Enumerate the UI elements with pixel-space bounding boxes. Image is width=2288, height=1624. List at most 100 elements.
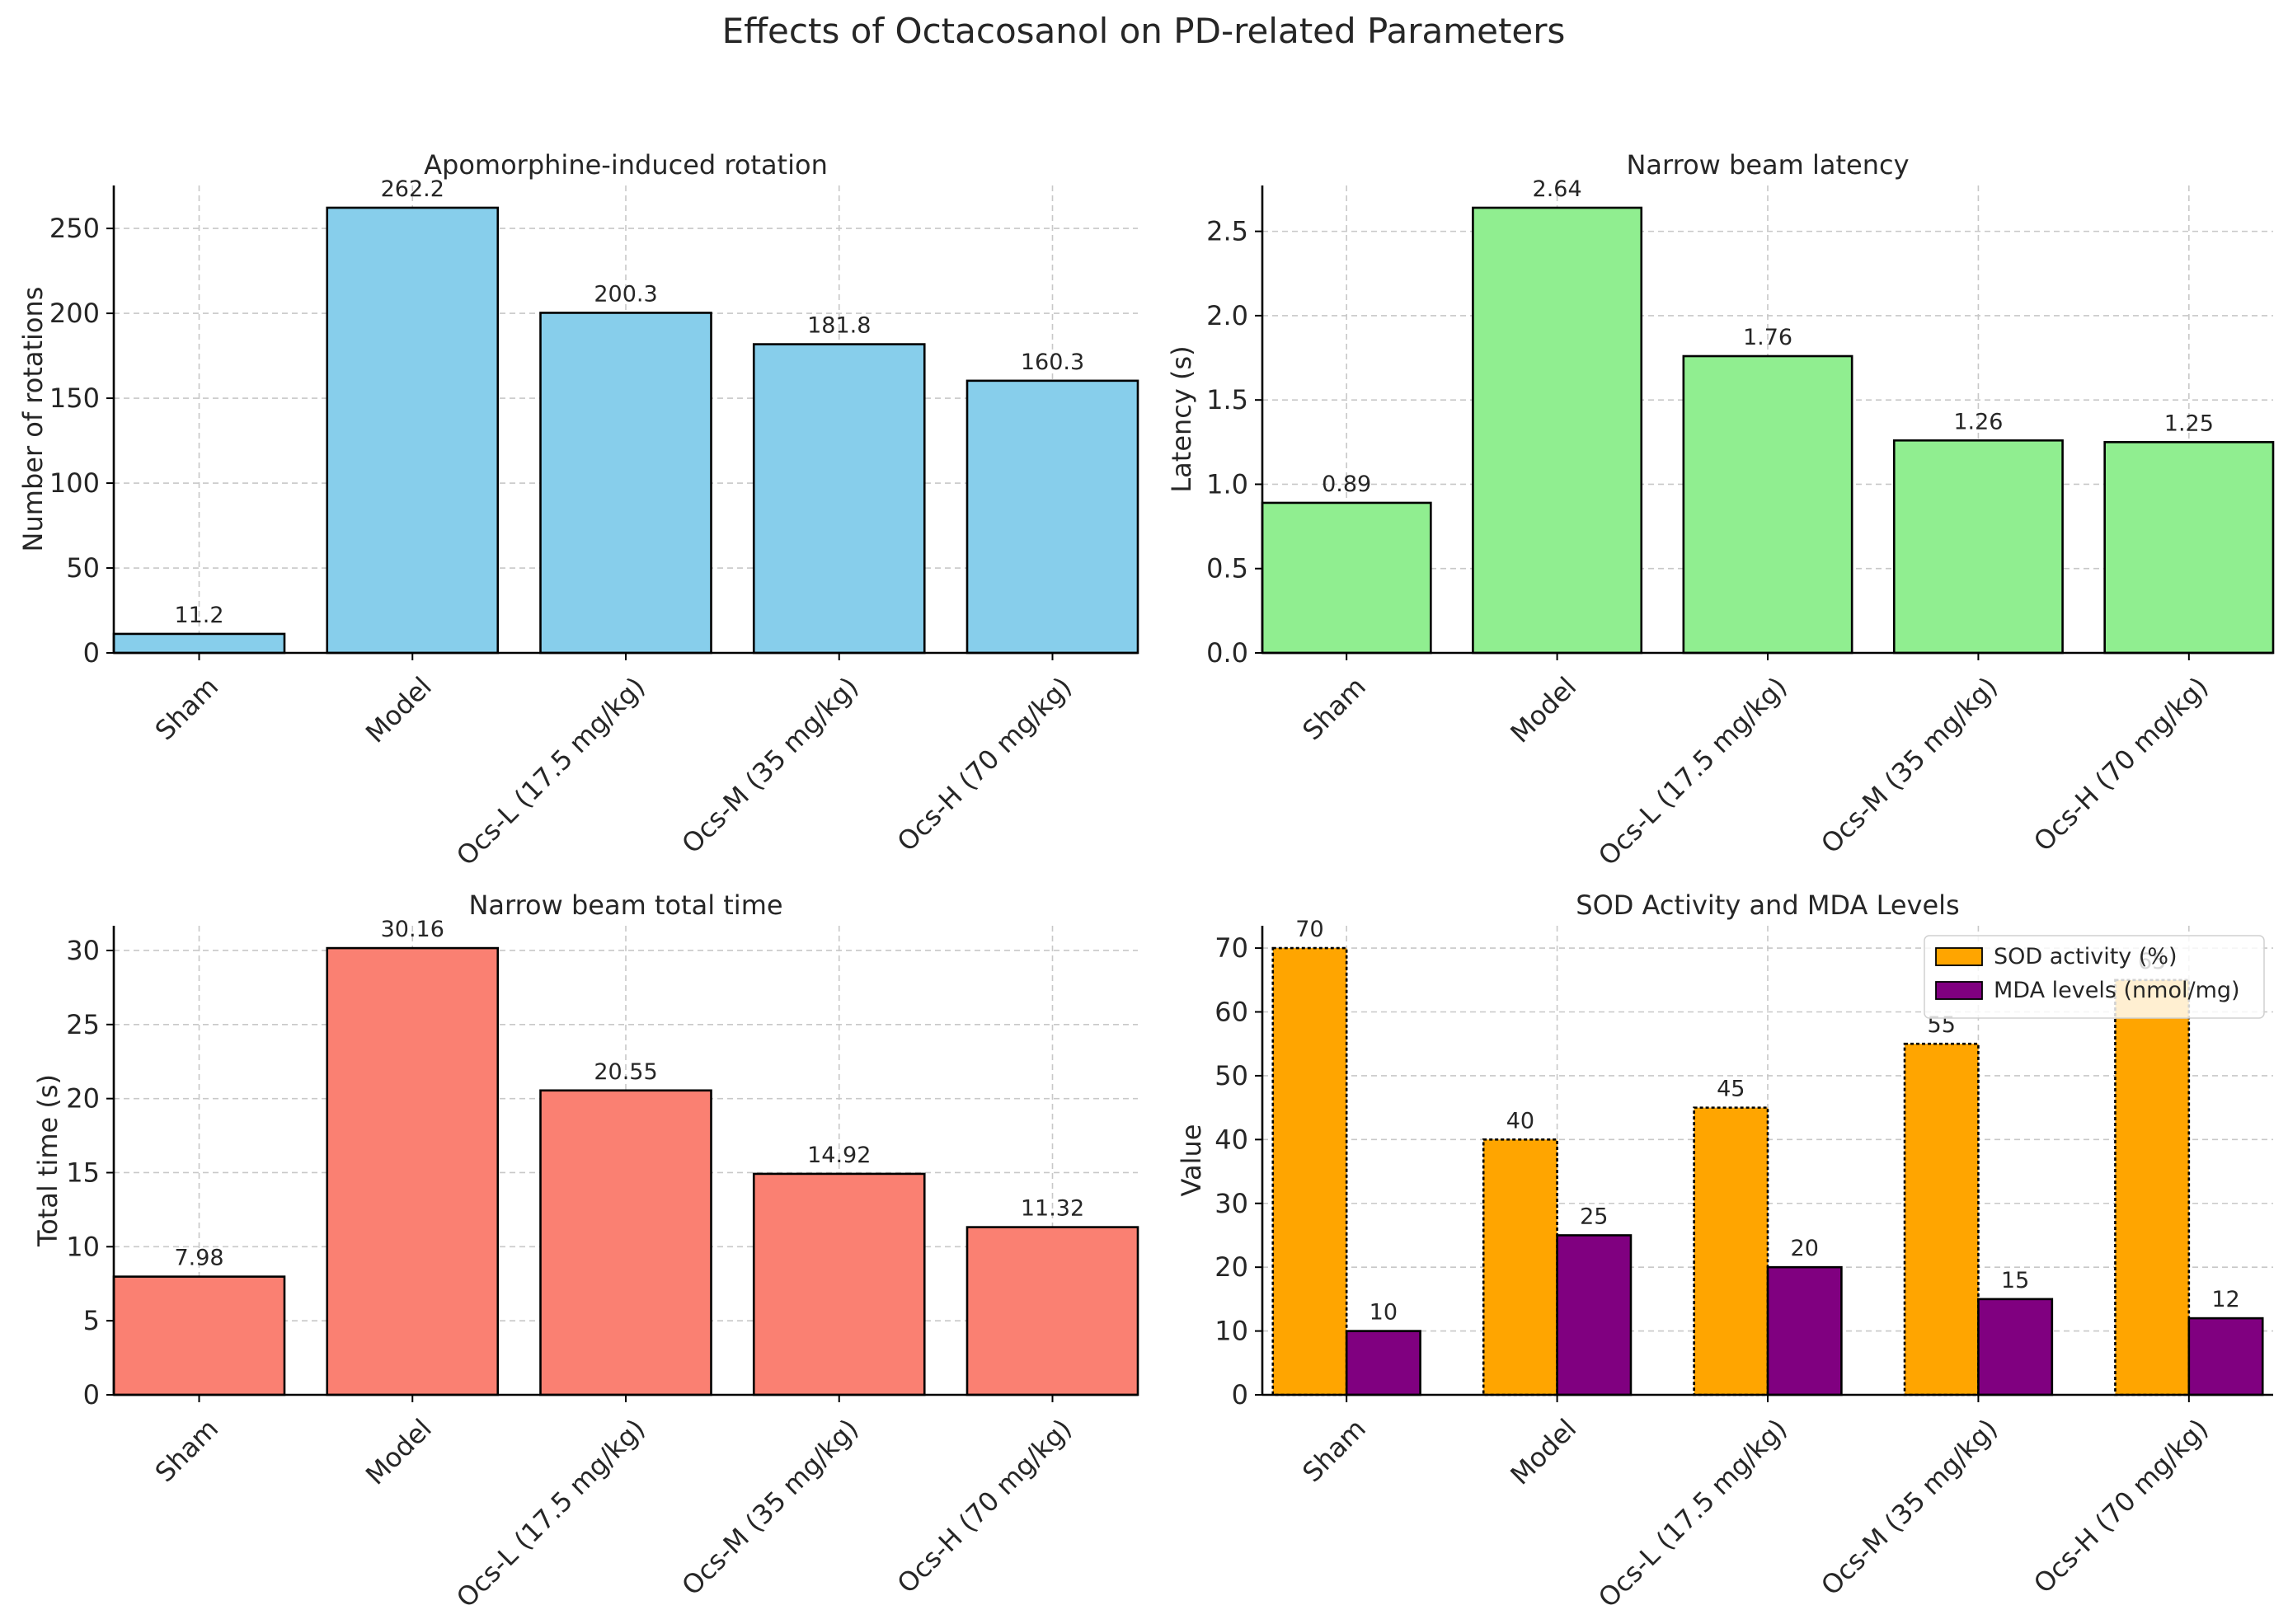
bar-mda-levels-nmol-mg-ocs-l-17-5-mg-kg xyxy=(1766,1265,1843,1396)
bar-rotations-sham xyxy=(112,632,286,655)
y-tick-label: 5 xyxy=(83,1305,100,1336)
legend: SOD activity (%) MDA levels (nmol/mg) xyxy=(1924,935,2265,1019)
x-tick-label: Sham xyxy=(1296,1413,1371,1488)
data-label: 12 xyxy=(2211,1287,2239,1312)
x-tick-label: Model xyxy=(359,1413,438,1491)
legend-swatch-sod-activity xyxy=(1935,947,1983,966)
panel-title: SOD Activity and MDA Levels xyxy=(1576,889,1959,921)
panel-apomorphine-rotation: 11.2 262.2 200.3 181.8 160.3 0 50 100 150 200 250 S… xyxy=(17,149,1139,872)
y-tick-label: 50 xyxy=(1214,1060,1248,1091)
x-tick-label: Ocs-M (35 mg/kg) xyxy=(675,1413,864,1602)
bar-sod-activity-ocs-m-35-mg-kg xyxy=(1903,1042,1980,1396)
bar-mda-levels-nmol-mg-ocs-m-35-mg-kg xyxy=(1977,1298,2054,1396)
legend-label-mda-levels-nmol-mg: MDA levels (nmol/mg) xyxy=(1994,978,2240,1003)
legend-label-sod-activity: SOD activity (%) xyxy=(1994,944,2178,969)
bar-mda-levels-nmol-mg-sham xyxy=(1345,1330,1421,1396)
x-tick-label: Model xyxy=(359,671,438,749)
y-tick-label: 250 xyxy=(49,213,100,244)
y-axis-label: Value xyxy=(1176,1124,1207,1197)
x-tick-label: Sham xyxy=(149,1413,224,1488)
bar-total-time-sham xyxy=(112,1275,286,1396)
data-label: 15 xyxy=(2001,1268,2029,1293)
bar-latency-ocs-l-17-5-mg-kg xyxy=(1682,354,1853,655)
panel-narrow-beam-latency: 0.89 2.64 1.76 1.26 1.25 0.0 0.5 1.0 1.5 2.0 2.5 Sh… xyxy=(1166,149,2275,872)
y-tick-label: 15 xyxy=(66,1157,100,1188)
y-tick-label: 10 xyxy=(66,1231,100,1262)
bar-rotations-model xyxy=(326,206,500,655)
y-tick-label: 0.5 xyxy=(1206,553,1248,584)
data-label: 0.89 xyxy=(1322,472,1371,497)
data-label: 25 xyxy=(1580,1204,1608,1229)
x-tick-label: Ocs-H (70 mg/kg) xyxy=(2027,1413,2214,1599)
y-tick-label: 0.0 xyxy=(1206,637,1248,669)
data-label: 2.64 xyxy=(1533,176,1582,202)
y-tick-label: 70 xyxy=(1214,932,1248,964)
y-axis-label: Total time (s) xyxy=(32,1074,63,1247)
y-tick-label: 0 xyxy=(83,637,100,669)
panel-narrow-beam-total-time: 7.98 30.16 20.55 14.92 11.32 0 5 10 15 20 25 30 Sham… xyxy=(32,889,1139,1614)
data-label: 20 xyxy=(1791,1236,1819,1261)
data-label: 181.8 xyxy=(807,313,871,339)
y-tick-label: 1.5 xyxy=(1206,384,1248,415)
y-tick-label: 2.0 xyxy=(1206,300,1248,331)
y-tick-label: 40 xyxy=(1214,1124,1248,1155)
data-label: 14.92 xyxy=(807,1143,871,1168)
x-tick-label: Ocs-L (17.5 mg/kg) xyxy=(1592,1413,1793,1614)
panel-title: Narrow beam total time xyxy=(468,889,782,921)
data-label: 1.26 xyxy=(1953,409,2003,434)
bar-latency-ocs-m-35-mg-kg xyxy=(1892,439,2064,655)
y-tick-label: 0 xyxy=(1232,1379,1248,1410)
bar-total-time-ocs-h-70-mg-kg xyxy=(965,1226,1139,1396)
bar-latency-sham xyxy=(1261,501,1432,655)
bar-sod-activity-ocs-l-17-5-mg-kg xyxy=(1693,1106,1769,1396)
y-tick-label: 50 xyxy=(66,552,100,584)
x-tick-label: Ocs-L (17.5 mg/kg) xyxy=(450,1413,651,1614)
data-label: 200.3 xyxy=(594,281,657,307)
figure-title: Effects of Octacosanol on PD-related Par… xyxy=(722,11,1566,51)
x-tick-label: Ocs-H (70 mg/kg) xyxy=(2027,671,2214,857)
bar-rotations-ocs-m-35-mg-kg xyxy=(752,343,926,655)
bar-mda-levels-nmol-mg-ocs-h-70-mg-kg xyxy=(2187,1317,2264,1396)
x-tick-label: Ocs-M (35 mg/kg) xyxy=(1815,671,2004,860)
y-axis-label: Latency (s) xyxy=(1166,345,1197,492)
panel-title: Narrow beam latency xyxy=(1626,149,1909,181)
data-label: 10 xyxy=(1370,1300,1398,1326)
bar-sod-activity-ocs-h-70-mg-kg xyxy=(2114,979,2191,1396)
data-label: 11.2 xyxy=(174,603,223,628)
data-label: 160.3 xyxy=(1021,350,1084,375)
x-tick-label: Ocs-L (17.5 mg/kg) xyxy=(450,671,651,872)
y-tick-label: 150 xyxy=(49,383,100,414)
bar-total-time-ocs-l-17-5-mg-kg xyxy=(539,1089,712,1396)
legend-frame xyxy=(1924,935,2265,1019)
y-tick-label: 30 xyxy=(1214,1188,1248,1219)
data-label: 70 xyxy=(1295,917,1323,942)
data-label: 7.98 xyxy=(174,1246,223,1271)
y-tick-label: 25 xyxy=(66,1009,100,1040)
x-tick-label: Ocs-H (70 mg/kg) xyxy=(891,671,1078,857)
y-tick-label: 2.5 xyxy=(1206,216,1248,247)
data-label: 1.25 xyxy=(2164,411,2214,436)
data-label: 11.32 xyxy=(1021,1196,1084,1222)
y-tick-label: 20 xyxy=(66,1083,100,1115)
bar-rotations-ocs-l-17-5-mg-kg xyxy=(539,312,712,655)
x-tick-label: Ocs-M (35 mg/kg) xyxy=(1815,1413,2004,1602)
y-tick-label: 1.0 xyxy=(1206,468,1248,500)
data-label: 45 xyxy=(1717,1077,1745,1102)
bar-mda-levels-nmol-mg-model xyxy=(1556,1234,1633,1396)
bar-latency-ocs-h-70-mg-kg xyxy=(2103,441,2275,655)
x-tick-label: Sham xyxy=(149,671,224,746)
y-tick-label: 30 xyxy=(66,935,100,966)
data-label: 40 xyxy=(1506,1108,1534,1134)
x-tick-label: Ocs-M (35 mg/kg) xyxy=(675,671,864,860)
data-label: 1.76 xyxy=(1743,325,1792,350)
x-tick-label: Ocs-L (17.5 mg/kg) xyxy=(1592,671,1793,872)
y-tick-label: 100 xyxy=(49,467,100,499)
x-tick-label: Model xyxy=(1504,1413,1582,1491)
bar-rotations-ocs-h-70-mg-kg xyxy=(965,379,1139,655)
y-tick-label: 200 xyxy=(49,298,100,329)
data-label: 30.16 xyxy=(381,917,444,942)
y-tick-label: 60 xyxy=(1214,997,1248,1028)
x-tick-label: Sham xyxy=(1296,671,1371,746)
y-axis-label: Number of rotations xyxy=(17,287,49,552)
